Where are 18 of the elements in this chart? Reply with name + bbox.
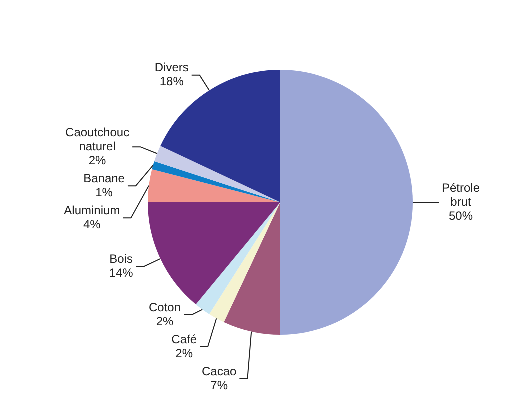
slice-label: Divers bbox=[154, 60, 189, 75]
data-label: 2% bbox=[88, 153, 107, 168]
data-label: 50% bbox=[448, 208, 474, 223]
slice-label: Pétrole brut bbox=[442, 180, 480, 209]
slice-label: Aluminium bbox=[64, 203, 120, 218]
slice-label: Banane bbox=[84, 171, 126, 186]
slice-label: Caoutchouc naturel bbox=[66, 125, 130, 154]
data-label: 14% bbox=[109, 266, 134, 280]
slice-label: Café bbox=[172, 332, 198, 346]
slice-label: Bois bbox=[110, 252, 133, 266]
data-label: 2% bbox=[176, 346, 194, 360]
data-label: 18% bbox=[160, 74, 184, 89]
slice-label: Cacao bbox=[202, 364, 237, 378]
data-label: 2% bbox=[156, 314, 174, 328]
data-label: 4% bbox=[84, 217, 102, 232]
slice-label: Coton bbox=[149, 300, 182, 314]
data-label: 7% bbox=[210, 378, 228, 392]
data-label: 1% bbox=[96, 185, 114, 200]
